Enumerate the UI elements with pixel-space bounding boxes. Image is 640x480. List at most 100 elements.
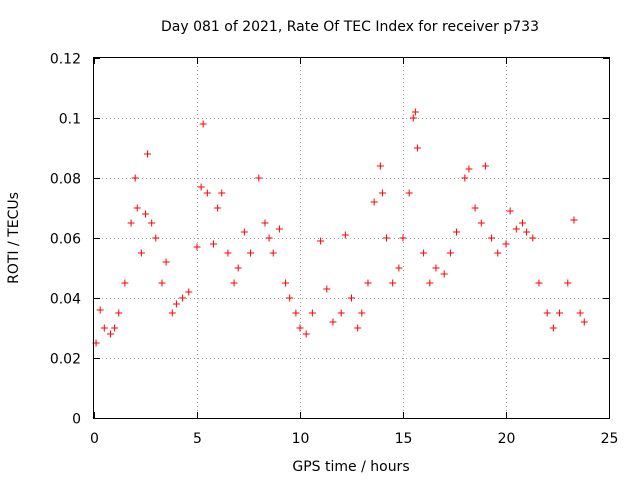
data-point (323, 285, 331, 293)
data-point (144, 150, 152, 158)
data-point (411, 108, 419, 116)
data-point (446, 249, 454, 257)
data-point (337, 309, 345, 317)
data-point (413, 144, 421, 152)
data-point (100, 324, 108, 332)
data-points (92, 108, 588, 347)
x-axis-title: GPS time / hours (292, 459, 409, 475)
data-point (399, 234, 407, 242)
x-tick-label: 10 (292, 431, 310, 447)
data-point (269, 249, 277, 257)
data-point (354, 324, 362, 332)
data-point (453, 228, 461, 236)
y-tick-label: 0.02 (50, 352, 81, 368)
x-tick-label: 5 (193, 431, 202, 447)
data-point (133, 204, 141, 212)
data-point (543, 309, 551, 317)
data-point (286, 294, 294, 302)
data-point (529, 234, 537, 242)
data-point (358, 309, 366, 317)
data-point (111, 324, 119, 332)
data-point (329, 318, 337, 326)
data-point (477, 219, 485, 227)
data-point (378, 189, 386, 197)
data-point (193, 243, 201, 251)
data-point (265, 234, 273, 242)
data-point (341, 231, 349, 239)
data-point (214, 204, 222, 212)
x-tick-labels: 0 5 10 15 20 25 (90, 431, 618, 447)
data-point (389, 279, 397, 287)
data-point (96, 306, 104, 314)
data-point (142, 210, 149, 218)
data-point (131, 174, 139, 182)
data-point (549, 324, 557, 332)
data-point (106, 330, 114, 338)
data-point (115, 309, 123, 317)
data-point (420, 249, 428, 257)
data-point (426, 279, 434, 287)
data-point (576, 309, 584, 317)
data-point (179, 294, 187, 302)
data-point (199, 120, 207, 128)
y-tick-label: 0.08 (50, 172, 81, 188)
y-tick-label: 0 (72, 412, 81, 428)
data-point (230, 279, 238, 287)
data-point (197, 183, 205, 191)
data-point (564, 279, 572, 287)
chart-title: Day 081 of 2021, Rate Of TEC Index for r… (161, 19, 539, 35)
data-point (185, 288, 193, 296)
data-point (203, 189, 211, 197)
data-point (348, 294, 355, 302)
data-point (255, 174, 263, 182)
data-point (488, 234, 496, 242)
data-point (440, 270, 448, 278)
data-point (570, 216, 578, 224)
x-tick-label: 15 (395, 431, 413, 447)
y-tick-label: 0.1 (59, 112, 81, 128)
data-point (247, 249, 255, 257)
data-point (209, 240, 217, 248)
x-tick-label: 20 (498, 431, 516, 447)
data-point (224, 249, 232, 257)
data-point (409, 114, 417, 122)
data-point (137, 249, 145, 257)
data-point (494, 249, 502, 257)
data-point (296, 324, 304, 332)
data-point (152, 234, 160, 242)
y-tick-label: 0.04 (50, 292, 81, 308)
data-point (556, 309, 564, 317)
data-point (172, 300, 180, 308)
data-point (405, 189, 413, 197)
data-point (282, 279, 290, 287)
data-point (461, 174, 469, 182)
y-tick-labels: 0 0.02 0.04 0.06 0.08 0.1 0.12 (50, 52, 81, 428)
data-point (465, 165, 473, 173)
data-point (168, 309, 176, 317)
data-point (302, 330, 310, 338)
data-point (506, 207, 514, 215)
data-point (512, 225, 520, 233)
data-point (580, 318, 588, 326)
data-point (364, 279, 372, 287)
data-point (481, 162, 489, 170)
data-point (234, 264, 242, 272)
data-point (432, 264, 440, 272)
x-tick-label: 25 (601, 431, 619, 447)
data-point (395, 264, 403, 272)
data-point (518, 219, 526, 227)
data-point (275, 225, 283, 233)
data-point (370, 198, 378, 206)
data-point (158, 279, 166, 287)
data-point (523, 228, 531, 236)
plot-frame (93, 57, 610, 419)
data-point (376, 162, 384, 170)
x-tick-label: 0 (90, 431, 99, 447)
y-axis-title: ROTI / TECUs (6, 192, 22, 284)
y-tick-label: 0.12 (50, 52, 81, 68)
data-point (535, 279, 543, 287)
data-point (308, 309, 316, 317)
data-point (502, 240, 510, 248)
data-point (317, 237, 325, 245)
